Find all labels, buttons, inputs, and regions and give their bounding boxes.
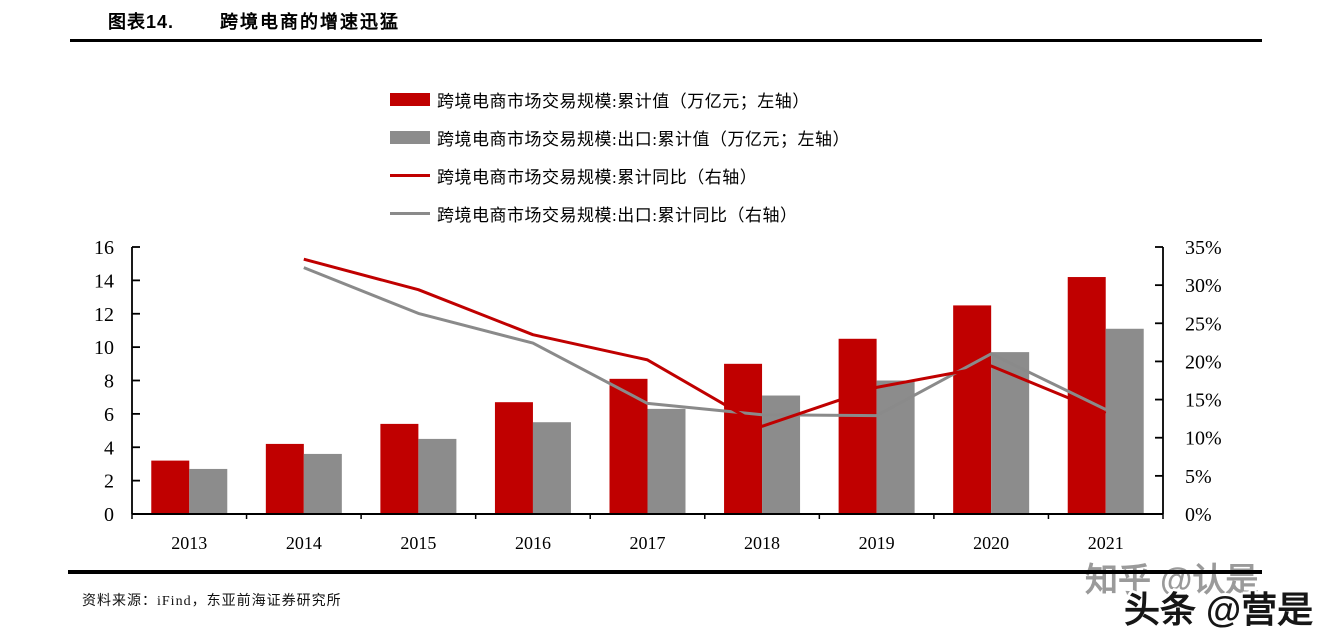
right-tick-label: 10% <box>1185 428 1222 450</box>
page-title: 跨境电商的增速迅猛 <box>220 12 401 32</box>
right-tick-label: 15% <box>1185 390 1222 412</box>
bar-cumulative-2015 <box>380 423 419 514</box>
x-axis-label-2016: 2016 <box>515 533 551 553</box>
bar-cumulative-2016 <box>494 402 533 514</box>
left-tick-label: 12 <box>94 304 114 326</box>
bar-export-2016 <box>532 422 571 514</box>
bar-cumulative-2020 <box>953 305 992 514</box>
x-axis-label-2014: 2014 <box>286 533 322 553</box>
bar-cumulative-2018 <box>724 363 763 514</box>
source-note: 资料来源：iFind，东亚前海证券研究所 <box>82 594 342 609</box>
bar-export-2021 <box>1105 328 1144 514</box>
bar-cumulative-2021 <box>1067 277 1106 514</box>
right-tick-label: 5% <box>1185 466 1212 488</box>
left-tick-label: 0 <box>104 504 114 526</box>
legend-line-swatch-icon <box>390 173 430 177</box>
right-tick-label: 25% <box>1185 313 1222 335</box>
legend-bar-swatch-icon <box>390 130 430 144</box>
bar-export-2013 <box>189 468 228 514</box>
bar-export-2020 <box>991 352 1030 514</box>
chart-index: 图表14. <box>108 12 175 32</box>
x-axis-label-2020: 2020 <box>973 533 1009 553</box>
legend-item-1: 跨境电商市场交易规模:出口:累计值（万亿元；左轴） <box>390 118 850 156</box>
left-tick-label: 8 <box>104 371 114 393</box>
right-tick-label: 35% <box>1185 237 1222 259</box>
legend-label: 跨境电商市场交易规模:累计值（万亿元；左轴） <box>437 91 810 111</box>
x-axis-label-2019: 2019 <box>859 533 895 553</box>
right-tick-label: 20% <box>1185 351 1222 373</box>
footer-divider <box>68 570 1262 574</box>
bar-export-2015 <box>418 438 457 514</box>
bar-export-2019 <box>876 380 915 514</box>
legend-line-swatch-icon <box>390 211 430 215</box>
left-tick-label: 16 <box>94 237 114 259</box>
watermark-toutiao: 头条 @营是 <box>1124 589 1314 630</box>
line-export-yoy <box>303 266 1107 418</box>
bar-cumulative-2013 <box>151 460 190 514</box>
line-yoy <box>303 257 1107 428</box>
bar-export-2018 <box>762 395 801 514</box>
legend-label: 跨境电商市场交易规模:累计同比（右轴） <box>437 167 758 187</box>
left-tick-label: 2 <box>104 471 114 493</box>
x-axis-label-2018: 2018 <box>744 533 780 553</box>
watermark-zhihu: 知乎 @认是 <box>1085 561 1259 598</box>
title-divider <box>70 39 1262 42</box>
chart-header: 图表14. 跨境电商的增速迅猛 <box>108 8 400 34</box>
bar-cumulative-2014 <box>265 443 304 514</box>
bar-cumulative-2019 <box>838 338 877 514</box>
left-tick-label: 10 <box>94 337 114 359</box>
bar-export-2014 <box>303 453 342 514</box>
legend: 跨境电商市场交易规模:累计值（万亿元；左轴） 跨境电商市场交易规模:出口:累计值（… <box>390 80 850 232</box>
right-tick-label: 30% <box>1185 275 1222 297</box>
left-tick-label: 6 <box>104 404 114 426</box>
legend-label: 跨境电商市场交易规模:出口:累计同比（右轴） <box>437 205 798 225</box>
left-tick-label: 4 <box>104 437 114 459</box>
x-axis-label-2015: 2015 <box>400 533 436 553</box>
bar-export-2017 <box>647 408 686 514</box>
x-axis-label-2013: 2013 <box>171 533 207 553</box>
x-axis-label-2017: 2017 <box>630 533 666 553</box>
x-axis-label-2021: 2021 <box>1088 533 1124 553</box>
legend-item-3: 跨境电商市场交易规模:出口:累计同比（右轴） <box>390 194 850 232</box>
legend-bar-swatch-icon <box>390 92 430 106</box>
legend-item-2: 跨境电商市场交易规模:累计同比（右轴） <box>390 156 850 194</box>
right-tick-label: 0% <box>1185 504 1212 526</box>
left-tick-label: 14 <box>94 270 114 292</box>
legend-label: 跨境电商市场交易规模:出口:累计值（万亿元；左轴） <box>437 129 850 149</box>
legend-item-0: 跨境电商市场交易规模:累计值（万亿元；左轴） <box>390 80 850 118</box>
